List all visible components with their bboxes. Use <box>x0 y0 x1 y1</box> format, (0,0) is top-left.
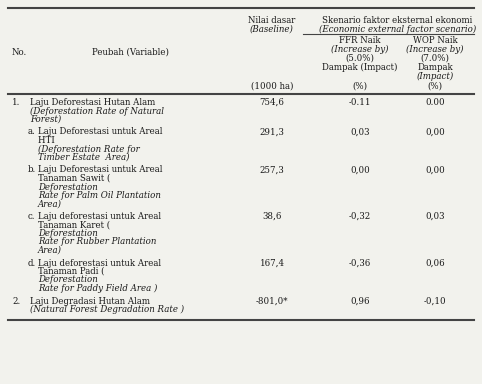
Text: Dampak (Impact): Dampak (Impact) <box>322 63 398 72</box>
Text: -0.11: -0.11 <box>349 98 371 107</box>
Text: 1.: 1. <box>12 98 20 107</box>
Text: Deforestation: Deforestation <box>38 182 98 192</box>
Text: 754,6: 754,6 <box>260 98 284 107</box>
Text: 0,00: 0,00 <box>350 166 370 174</box>
Text: 0,00: 0,00 <box>425 127 445 136</box>
Text: Tanaman Padi (: Tanaman Padi ( <box>38 267 107 276</box>
Text: Peubah (Variable): Peubah (Variable) <box>92 48 169 57</box>
Text: 2.: 2. <box>12 296 20 306</box>
Text: Laju Deforestasi untuk Areal: Laju Deforestasi untuk Areal <box>38 127 162 136</box>
Text: -0,32: -0,32 <box>349 212 371 221</box>
Text: Forest): Forest) <box>30 115 61 124</box>
Text: (Deforestation Rate for: (Deforestation Rate for <box>38 144 140 154</box>
Text: (%): (%) <box>352 82 368 91</box>
Text: d.: d. <box>28 258 36 268</box>
Text: Tanaman Sawit (: Tanaman Sawit ( <box>38 174 113 183</box>
Text: HTI: HTI <box>38 136 57 145</box>
Text: Area): Area) <box>38 246 62 255</box>
Text: -0,36: -0,36 <box>349 258 371 268</box>
Text: Dampak: Dampak <box>417 63 453 72</box>
Text: FFR Naik: FFR Naik <box>339 36 381 45</box>
Text: a.: a. <box>28 127 36 136</box>
Text: 167,4: 167,4 <box>259 258 284 268</box>
Text: (Economic external factor scenario): (Economic external factor scenario) <box>319 25 476 34</box>
Text: 257,3: 257,3 <box>260 166 284 174</box>
Text: 291,3: 291,3 <box>260 127 284 136</box>
Text: Deforestation: Deforestation <box>38 229 98 238</box>
Text: Skenario faktor eksternal ekonomi: Skenario faktor eksternal ekonomi <box>322 16 473 25</box>
Text: Laju deforestasi untuk Areal: Laju deforestasi untuk Areal <box>38 258 161 268</box>
Text: Tanaman Karet (: Tanaman Karet ( <box>38 220 113 230</box>
Text: WOP Naik: WOP Naik <box>413 36 457 45</box>
Text: Rate for Rubber Plantation: Rate for Rubber Plantation <box>38 237 156 247</box>
Text: c.: c. <box>28 212 36 221</box>
Text: 0,03: 0,03 <box>350 127 370 136</box>
Text: Laju deforestasi untuk Areal: Laju deforestasi untuk Areal <box>38 212 161 221</box>
Text: (7.0%): (7.0%) <box>420 54 450 63</box>
Text: Laju Deforestasi untuk Areal: Laju Deforestasi untuk Areal <box>38 166 162 174</box>
Text: 0,06: 0,06 <box>425 258 445 268</box>
Text: (Increase by): (Increase by) <box>406 45 464 54</box>
Text: (1000 ha): (1000 ha) <box>251 82 293 91</box>
Text: b.: b. <box>28 166 36 174</box>
Text: Laju Deforestasi Hutan Alam: Laju Deforestasi Hutan Alam <box>30 98 155 107</box>
Text: (%): (%) <box>428 82 442 91</box>
Text: (Baseline): (Baseline) <box>250 25 294 34</box>
Text: 0.00: 0.00 <box>425 98 445 107</box>
Text: 0,00: 0,00 <box>425 166 445 174</box>
Text: (Natural Forest Degradation Rate ): (Natural Forest Degradation Rate ) <box>30 305 184 314</box>
Text: Timber Estate  Area): Timber Estate Area) <box>38 153 130 162</box>
Text: No.: No. <box>12 48 27 57</box>
Text: -801,0*: -801,0* <box>256 296 288 306</box>
Text: Laju Degradasi Hutan Alam: Laju Degradasi Hutan Alam <box>30 296 150 306</box>
Text: (Increase by): (Increase by) <box>331 45 389 54</box>
Text: Deforestation: Deforestation <box>38 275 98 285</box>
Text: 0,96: 0,96 <box>350 296 370 306</box>
Text: (Impact): (Impact) <box>416 72 454 81</box>
Text: Rate for Palm Oil Plantation: Rate for Palm Oil Plantation <box>38 191 161 200</box>
Text: -0,10: -0,10 <box>424 296 446 306</box>
Text: Rate for Paddy Field Area ): Rate for Paddy Field Area ) <box>38 284 158 293</box>
Text: 38,6: 38,6 <box>262 212 281 221</box>
Text: Nilai dasar: Nilai dasar <box>248 16 295 25</box>
Text: 0,03: 0,03 <box>425 212 445 221</box>
Text: (Deforestation Rate of Natural: (Deforestation Rate of Natural <box>30 106 164 116</box>
Text: (5.0%): (5.0%) <box>346 54 375 63</box>
Text: Area): Area) <box>38 200 62 209</box>
